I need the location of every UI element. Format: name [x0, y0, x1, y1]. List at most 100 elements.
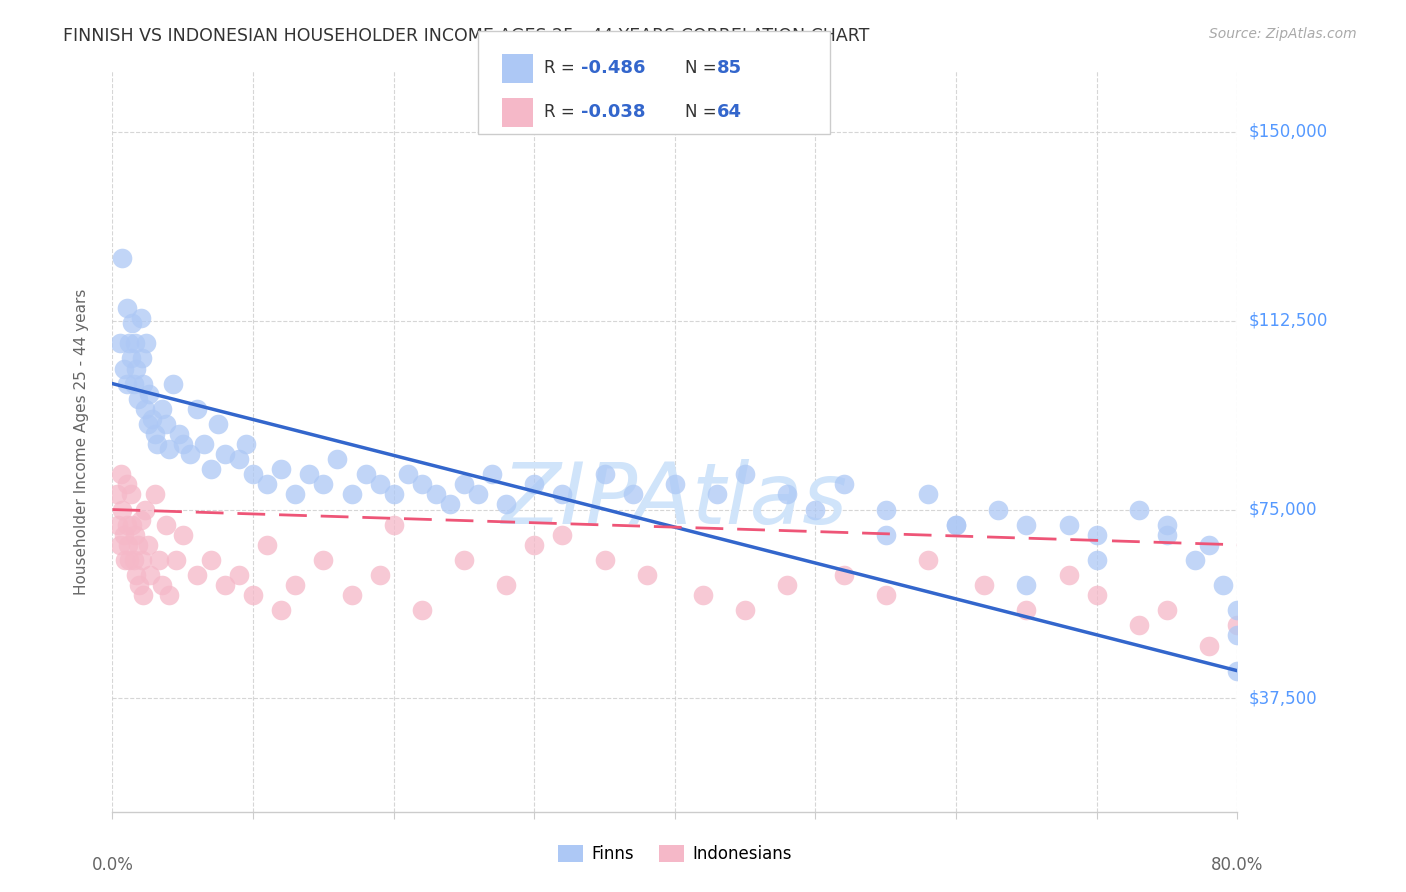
Point [157, 442, 180, 456]
Point [131, 351, 153, 366]
Text: -0.486: -0.486 [581, 60, 645, 78]
Point [593, 467, 616, 482]
Point [340, 588, 363, 602]
Point [692, 588, 714, 602]
Point [167, 427, 190, 442]
Point [1226, 618, 1249, 632]
Point [354, 467, 377, 482]
Point [1057, 517, 1080, 532]
Point [132, 588, 155, 602]
Point [125, 568, 148, 582]
Point [118, 336, 141, 351]
Point [1184, 553, 1206, 567]
Point [112, 527, 135, 541]
Point [127, 538, 149, 552]
Point [148, 553, 170, 567]
Point [136, 538, 159, 552]
Point [270, 462, 292, 476]
Text: 80.0%: 80.0% [1211, 856, 1264, 874]
Point [523, 538, 546, 552]
Point [134, 502, 156, 516]
Point [200, 553, 222, 567]
Point [131, 553, 153, 567]
Point [523, 477, 546, 491]
Text: ZIPAtlas: ZIPAtlas [502, 459, 848, 542]
Point [706, 487, 728, 501]
Point [114, 553, 136, 567]
Point [593, 553, 616, 567]
Point [453, 477, 475, 491]
Point [1156, 527, 1178, 541]
Point [439, 498, 461, 512]
Point [340, 487, 363, 501]
Legend: Finns, Indonesians: Finns, Indonesians [551, 838, 799, 870]
Point [551, 487, 574, 501]
Point [734, 467, 756, 482]
Point [1198, 639, 1220, 653]
Point [425, 487, 447, 501]
Point [121, 316, 143, 330]
Point [135, 336, 157, 351]
Point [136, 417, 159, 431]
Point [214, 578, 236, 592]
Point [108, 538, 131, 552]
Text: Source: ZipAtlas.com: Source: ZipAtlas.com [1209, 27, 1357, 41]
Point [186, 401, 208, 416]
Point [776, 578, 799, 592]
Point [326, 452, 349, 467]
Text: $75,000: $75,000 [1249, 500, 1317, 518]
Point [1085, 553, 1108, 567]
Point [165, 553, 187, 567]
Text: N =: N = [685, 60, 721, 78]
Point [1128, 618, 1150, 632]
Point [235, 437, 257, 451]
Point [396, 467, 419, 482]
Point [284, 487, 307, 501]
Point [1085, 588, 1108, 602]
Point [118, 553, 141, 567]
Point [228, 568, 250, 582]
Point [214, 447, 236, 461]
Point [193, 437, 215, 451]
Point [1226, 628, 1249, 642]
Point [382, 487, 405, 501]
Point [1015, 603, 1038, 617]
Point [200, 462, 222, 476]
Point [121, 517, 143, 532]
Point [917, 553, 939, 567]
Point [162, 376, 184, 391]
Point [411, 477, 433, 491]
Text: 0.0%: 0.0% [91, 856, 134, 874]
Point [128, 578, 150, 592]
Point [172, 527, 194, 541]
Text: -0.038: -0.038 [581, 103, 645, 121]
Point [134, 401, 156, 416]
Point [1085, 527, 1108, 541]
Point [228, 452, 250, 467]
Point [1156, 517, 1178, 532]
Point [664, 477, 686, 491]
Point [368, 477, 391, 491]
Point [1156, 603, 1178, 617]
Point [1015, 517, 1038, 532]
Point [776, 487, 799, 501]
Point [1057, 568, 1080, 582]
Point [125, 361, 148, 376]
Point [1226, 664, 1249, 678]
Point [129, 513, 152, 527]
Point [832, 568, 855, 582]
Text: 85: 85 [717, 60, 742, 78]
Point [1226, 603, 1249, 617]
Point [734, 603, 756, 617]
Point [172, 437, 194, 451]
Point [973, 578, 995, 592]
Point [127, 392, 149, 406]
Point [945, 517, 967, 532]
Point [467, 487, 489, 501]
Text: $112,500: $112,500 [1249, 311, 1327, 330]
Point [179, 447, 201, 461]
Text: R =: R = [544, 60, 581, 78]
Point [804, 502, 827, 516]
Point [875, 588, 897, 602]
Point [108, 336, 131, 351]
